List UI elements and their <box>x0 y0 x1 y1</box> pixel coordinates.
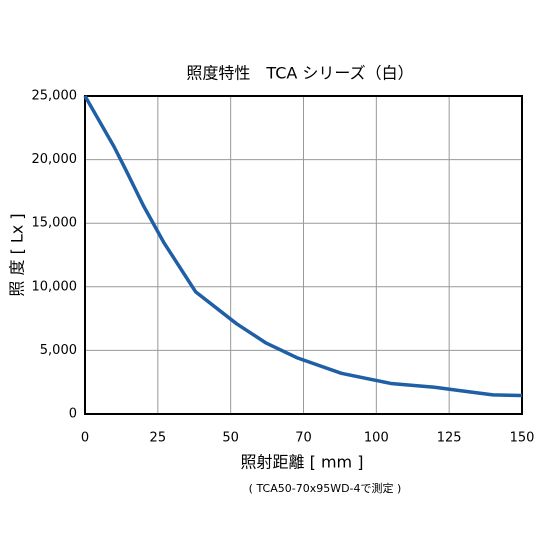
y-tick-label: 10,000 <box>32 279 78 294</box>
y-tick-label: 5,000 <box>40 343 77 358</box>
data-line <box>83 95 523 398</box>
x-axis-title: 照射距離 [ mm ] <box>241 453 364 472</box>
x-tick-label: 0 <box>81 431 89 446</box>
y-tick-label: 25,000 <box>32 89 78 104</box>
y-axis-title: 照 度 [ Lx ] <box>8 213 27 296</box>
x-tick-label: 70 <box>295 431 312 446</box>
x-tick-label: 150 <box>510 431 535 446</box>
y-tick-label: 20,000 <box>32 152 78 167</box>
x-tick-label: 50 <box>222 431 239 446</box>
x-tick-label: 100 <box>364 431 389 446</box>
y-tick-label: 15,000 <box>32 216 78 231</box>
note: ( TCA50-70x95WD-4で測定 ) <box>249 481 402 495</box>
chart-title: 照度特性 TCA シリーズ（白） <box>186 64 413 83</box>
x-tick-label: 25 <box>150 431 167 446</box>
y-tick-label: 0 <box>69 407 77 422</box>
x-tick-label: 125 <box>437 431 462 446</box>
plot-frame <box>84 95 523 415</box>
